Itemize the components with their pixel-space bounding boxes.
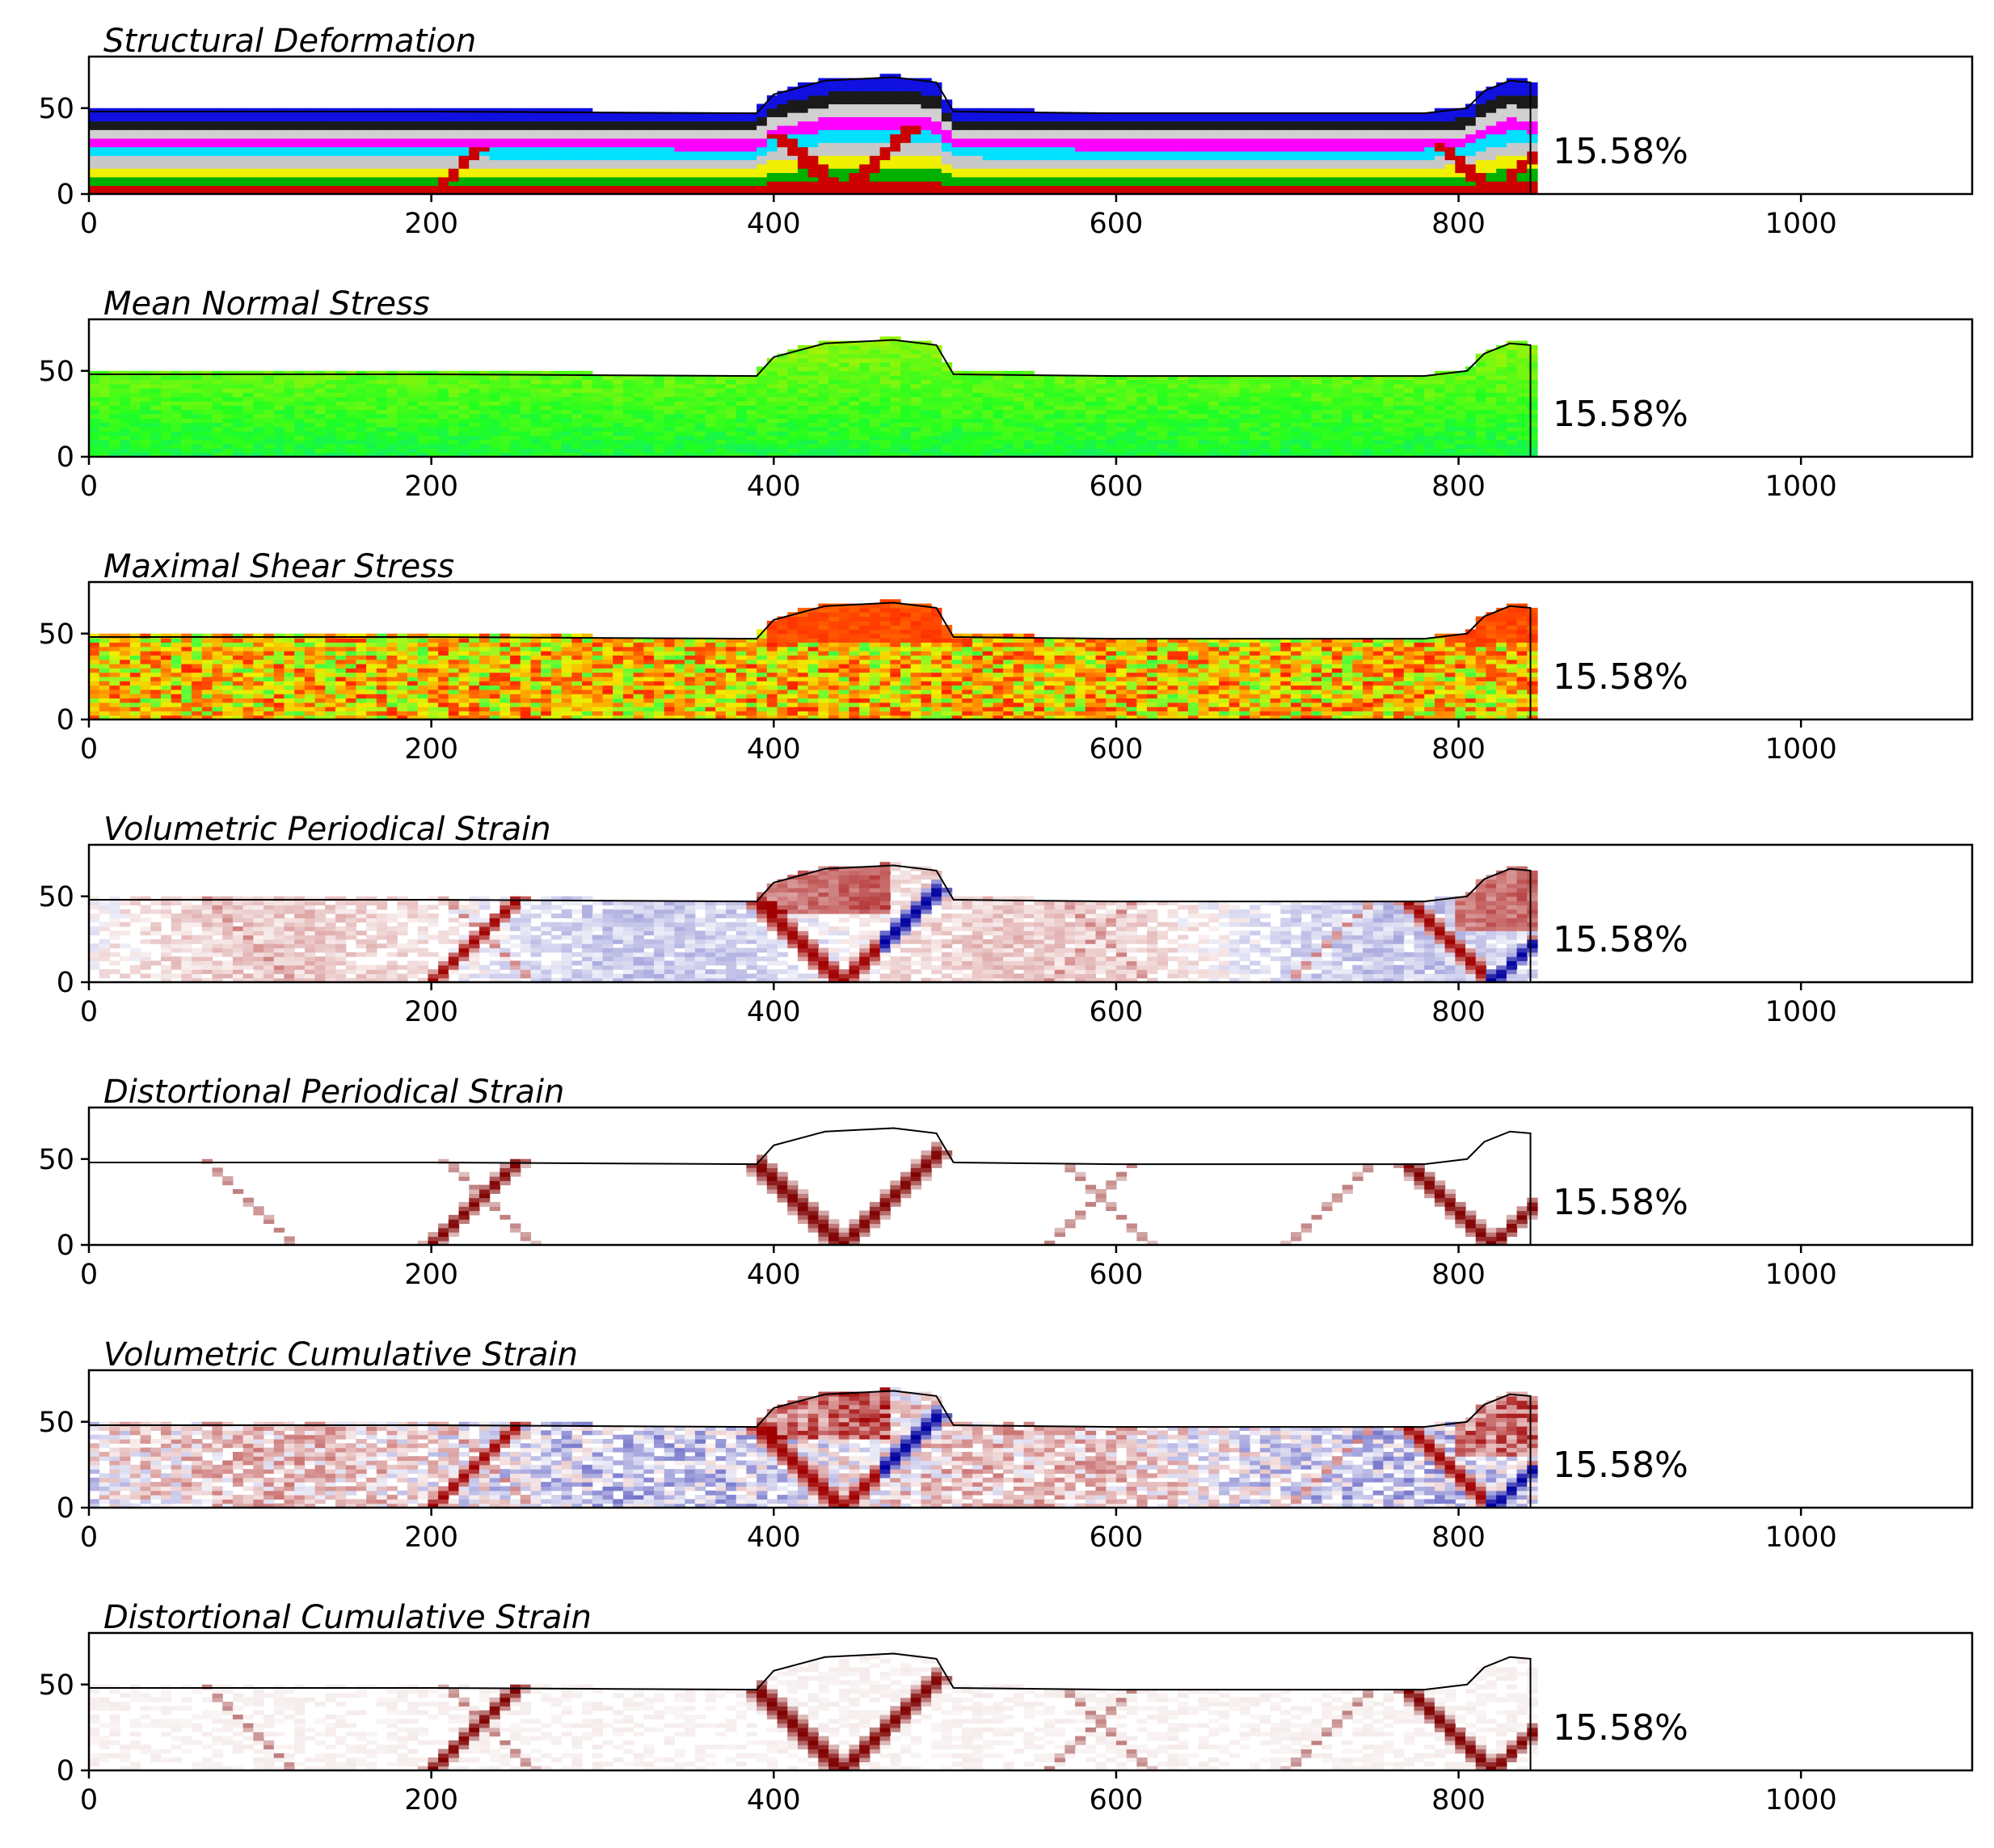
- x-tick-label: 1000: [1765, 1784, 1837, 1816]
- panel-4: Volumetric Periodical Strain 0 200 400 600 80…: [38, 811, 1974, 1028]
- x-tick-label: 1000: [1765, 1259, 1837, 1291]
- x-tick-label: 800: [1431, 1259, 1486, 1291]
- x-tick-label: 400: [747, 996, 801, 1028]
- y-tick-label: 50: [38, 1407, 74, 1439]
- y-tick-label: 0: [57, 1755, 74, 1787]
- x-tick-label: 600: [1090, 470, 1144, 503]
- surface-line: [89, 601, 1532, 719]
- x-tick-label: 800: [1431, 1784, 1486, 1816]
- x-tick-label: 200: [404, 733, 458, 766]
- y-tick-label: 50: [38, 618, 74, 651]
- x-tick-label: 800: [1431, 996, 1486, 1028]
- surface-line: [89, 864, 1532, 982]
- heatmap-field: [89, 599, 1538, 720]
- heatmap-field: [201, 1141, 1538, 1246]
- strain-percent-label: 15.58%: [1553, 1445, 1688, 1486]
- panel-title: Distortional Periodical Strain: [103, 1074, 564, 1111]
- panel-7: Distortional Cumulative Strain 0 200 400 600…: [38, 1599, 1974, 1816]
- x-tick-label: 0: [80, 208, 98, 240]
- panel-2: Mean Normal Stress 0 200 400 600 800 1000 0 50 15…: [38, 285, 1974, 503]
- panel-title: Volumetric Cumulative Strain: [103, 1336, 578, 1373]
- surface-line: [89, 339, 1532, 457]
- x-tick-label: 800: [1431, 1521, 1486, 1554]
- x-tick-label: 200: [404, 1784, 458, 1816]
- surface-line: [89, 1652, 1532, 1770]
- y-tick-label: 50: [38, 881, 74, 913]
- x-tick-label: 400: [747, 470, 801, 503]
- x-tick-label: 200: [404, 470, 458, 503]
- y-tick-label: 50: [38, 1144, 74, 1176]
- strain-percent-label: 15.58%: [1553, 1182, 1688, 1223]
- heatmap-field: [89, 74, 1538, 195]
- x-tick-label: 0: [80, 1784, 98, 1816]
- x-tick-label: 800: [1431, 208, 1486, 240]
- x-tick-label: 1000: [1765, 1521, 1837, 1554]
- x-tick-label: 200: [404, 996, 458, 1028]
- x-tick-label: 400: [747, 208, 801, 240]
- x-tick-label: 1000: [1765, 733, 1837, 766]
- strain-percent-label: 15.58%: [1553, 656, 1688, 698]
- y-tick-label: 50: [38, 356, 74, 388]
- panel-title: Distortional Cumulative Strain: [103, 1599, 592, 1636]
- axes-frame: [87, 1369, 1974, 1509]
- strain-percent-label: 15.58%: [1553, 131, 1688, 172]
- panel-title: Structural Deformation: [103, 23, 476, 60]
- x-tick-label: 1000: [1765, 208, 1837, 240]
- panel-title: Volumetric Periodical Strain: [103, 811, 551, 848]
- strain-percent-label: 15.58%: [1553, 919, 1688, 960]
- panel-1: Structural Deformation 0 200 400 600 800 1000 0…: [38, 23, 1974, 240]
- panel-title: Mean Normal Stress: [103, 285, 430, 323]
- axes-frame: [87, 1106, 1974, 1247]
- x-tick-label: 0: [80, 1521, 98, 1554]
- x-tick-label: 800: [1431, 733, 1486, 766]
- x-tick-label: 400: [747, 1784, 801, 1816]
- x-tick-label: 0: [80, 996, 98, 1028]
- y-tick-label: 50: [38, 93, 74, 125]
- surface-line: [89, 76, 1532, 194]
- x-tick-label: 600: [1090, 208, 1144, 240]
- y-tick-label: 0: [57, 1492, 74, 1525]
- y-tick-label: 0: [57, 704, 74, 736]
- axes-frame: [87, 318, 1974, 458]
- x-tick-label: 600: [1090, 733, 1144, 766]
- surface-line: [89, 1390, 1532, 1508]
- x-tick-label: 200: [404, 1521, 458, 1554]
- panel-6: Volumetric Cumulative Strain 0 200 400 600 80…: [38, 1336, 1974, 1554]
- axes-frame: [87, 1631, 1974, 1772]
- strain-percent-label: 15.58%: [1553, 1707, 1688, 1749]
- x-tick-label: 1000: [1765, 470, 1837, 503]
- heatmap-field: [89, 1650, 1538, 1771]
- x-tick-label: 400: [747, 733, 801, 766]
- x-tick-label: 600: [1090, 1521, 1144, 1554]
- x-tick-label: 800: [1431, 470, 1486, 503]
- axes-frame: [87, 843, 1974, 984]
- x-tick-label: 600: [1090, 1259, 1144, 1291]
- panel-5: Distortional Periodical Strain 0 200 400 600…: [38, 1074, 1974, 1291]
- panel-3: Maximal Shear Stress 0 200 400 600 800 1000 0 50…: [38, 548, 1974, 766]
- y-tick-label: 0: [57, 967, 74, 999]
- axes-frame: [87, 580, 1974, 721]
- x-tick-label: 1000: [1765, 996, 1837, 1028]
- strain-percent-label: 15.58%: [1553, 394, 1688, 435]
- heatmap-field: [89, 862, 1538, 983]
- y-tick-label: 0: [57, 179, 74, 211]
- x-tick-label: 200: [404, 1259, 458, 1291]
- x-tick-label: 200: [404, 208, 458, 240]
- x-tick-label: 600: [1090, 996, 1144, 1028]
- x-tick-label: 600: [1090, 1784, 1144, 1816]
- y-tick-label: 50: [38, 1669, 74, 1702]
- x-tick-label: 400: [747, 1521, 801, 1554]
- heatmap-field: [89, 336, 1538, 458]
- y-tick-label: 0: [57, 441, 74, 474]
- x-tick-label: 0: [80, 1259, 98, 1291]
- panel-title: Maximal Shear Stress: [103, 548, 454, 585]
- x-tick-label: 0: [80, 470, 98, 503]
- y-tick-label: 0: [57, 1230, 74, 1262]
- axes-frame: [87, 55, 1974, 196]
- heatmap-field: [89, 1387, 1538, 1508]
- x-tick-label: 0: [80, 733, 98, 766]
- surface-line: [89, 1127, 1532, 1245]
- x-tick-label: 400: [747, 1259, 801, 1291]
